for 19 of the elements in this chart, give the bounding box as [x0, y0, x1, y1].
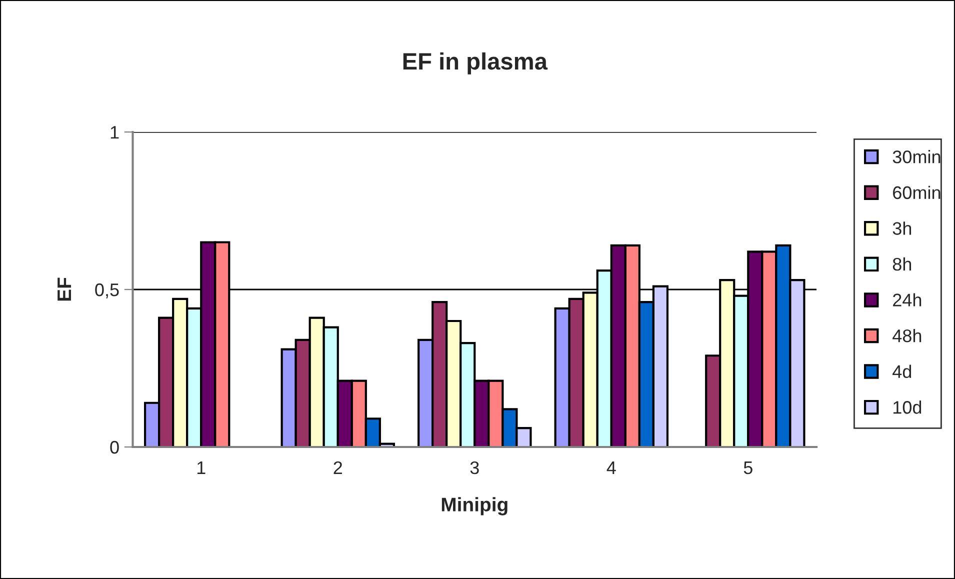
legend-label: 3h [892, 222, 912, 235]
y-tick-label: 1 [110, 126, 119, 139]
chart-title: EF in plasma [403, 52, 548, 74]
x-tick-label: 2 [334, 461, 342, 474]
y-tick-label: 0,5 [95, 283, 119, 298]
x-tick-label: 1 [197, 462, 206, 474]
legend-label: 4d [892, 364, 912, 378]
y-tick-label: 0 [110, 440, 119, 454]
x-tick-label: 5 [744, 462, 752, 474]
legend-label: 60min [893, 186, 940, 200]
x-tick-label: 3 [470, 461, 479, 474]
y-axis-title: EF [58, 278, 71, 301]
legend-label: 48h [892, 328, 922, 342]
x-axis-title: Minipig [442, 497, 508, 516]
legend-label: 8h [892, 257, 912, 271]
x-tick-label: 4 [606, 462, 616, 474]
legend-label: 10d [893, 400, 922, 414]
legend-label: 30min [892, 150, 940, 164]
legend-label: 24h [893, 293, 922, 306]
